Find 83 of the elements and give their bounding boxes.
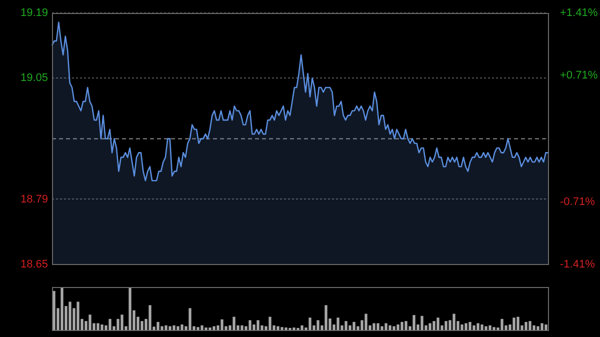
- bar: [516, 316, 520, 330]
- y2-tick-label: +0.71%: [560, 69, 598, 82]
- bar: [188, 308, 192, 330]
- bar: [532, 325, 536, 330]
- bar: [200, 325, 204, 330]
- bar: [396, 324, 400, 330]
- bar: [460, 324, 464, 330]
- bar: [544, 324, 548, 330]
- bar: [180, 324, 184, 330]
- bar: [248, 320, 252, 330]
- bar: [176, 326, 180, 330]
- bar: [232, 316, 236, 330]
- bar: [352, 322, 356, 330]
- bar: [308, 318, 312, 330]
- bar: [140, 321, 144, 330]
- bar: [536, 326, 540, 330]
- bar: [404, 321, 408, 330]
- bar: [240, 325, 244, 330]
- bar: [488, 325, 492, 330]
- bar: [60, 287, 64, 330]
- bar: [280, 327, 284, 330]
- bar: [400, 322, 404, 330]
- bar: [316, 320, 320, 330]
- bar: [100, 324, 104, 330]
- y-tick-label: 18.65: [20, 258, 48, 270]
- bar: [420, 316, 424, 330]
- y-tick-label: 18.79: [20, 193, 48, 206]
- y2-tick-label: +1.41%: [560, 7, 598, 20]
- bar: [492, 327, 496, 330]
- bar: [108, 318, 112, 330]
- bar: [324, 305, 328, 330]
- bar: [540, 323, 544, 330]
- bar: [524, 322, 528, 330]
- bar: [160, 326, 164, 330]
- bar: [380, 326, 384, 330]
- bar: [388, 325, 392, 330]
- bar: [88, 314, 92, 330]
- bar: [528, 321, 532, 330]
- bar: [196, 327, 200, 330]
- bar: [344, 321, 348, 330]
- bar: [172, 325, 176, 330]
- bar: [376, 323, 380, 330]
- bar: [268, 316, 272, 330]
- bar: [444, 321, 448, 330]
- bar: [428, 323, 432, 330]
- bar: [276, 326, 280, 330]
- bar: [500, 318, 504, 330]
- bar: [436, 318, 440, 330]
- bar: [96, 323, 100, 330]
- bar: [76, 302, 80, 330]
- bar: [220, 319, 224, 330]
- bar: [348, 325, 352, 330]
- y-tick-label: 19.05: [20, 72, 48, 84]
- bar: [464, 323, 468, 330]
- bar: [148, 305, 152, 330]
- bar: [484, 326, 488, 330]
- bar: [128, 288, 132, 330]
- bar: [116, 318, 120, 330]
- bar: [68, 302, 72, 330]
- bar: [336, 318, 340, 330]
- y2-tick-label: -1.41%: [560, 258, 596, 270]
- y2-tick-label: -0.71%: [560, 196, 596, 208]
- y-tick-label: 19.19: [20, 7, 48, 20]
- bar: [164, 325, 168, 330]
- bar: [372, 323, 376, 330]
- bar: [452, 314, 456, 330]
- bar: [412, 315, 416, 330]
- bar: [476, 323, 480, 330]
- bar: [392, 326, 396, 330]
- bar: [432, 321, 436, 330]
- bar: [364, 314, 368, 330]
- bar: [212, 326, 216, 330]
- bar: [120, 314, 124, 330]
- bar: [256, 320, 260, 330]
- bar: [512, 318, 516, 330]
- bar: [480, 324, 484, 330]
- bar: [156, 322, 160, 330]
- bar: [384, 323, 388, 330]
- bar: [300, 325, 304, 330]
- bar: [472, 325, 476, 330]
- bar: [52, 290, 56, 330]
- bar: [168, 326, 172, 330]
- bar: [468, 322, 472, 330]
